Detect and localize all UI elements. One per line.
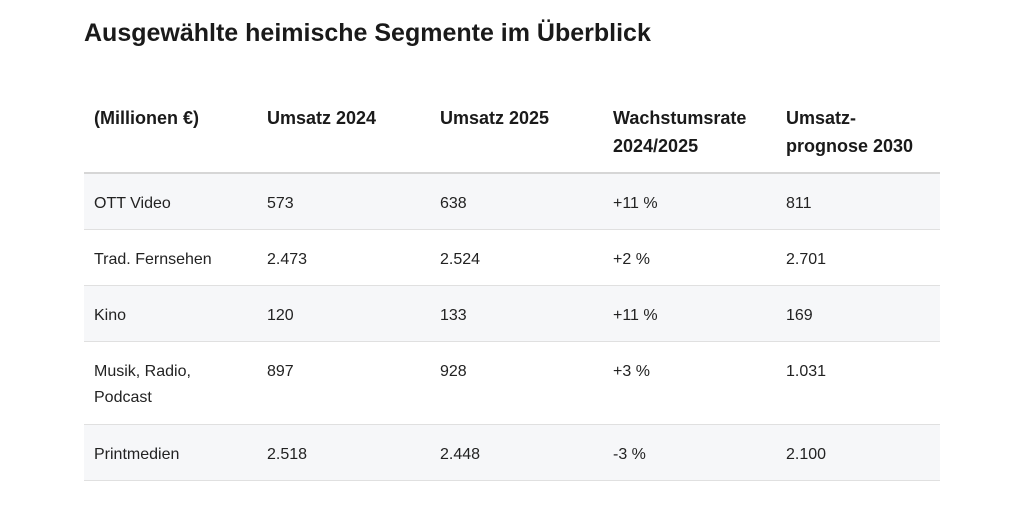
table-cell-segment: Kino xyxy=(84,285,257,342)
table-cell-revenue-2024: 573 xyxy=(257,173,430,230)
table-cell-forecast-2030: 2.701 xyxy=(776,229,940,286)
table-cell-growth-rate: -3 % xyxy=(603,424,776,481)
table-cell-segment: Musik, Radio, Podcast xyxy=(84,341,257,425)
column-header-unit: (Millionen €) xyxy=(84,95,257,174)
table-cell-revenue-2025: 638 xyxy=(430,173,603,230)
table-cell-revenue-2024: 2.518 xyxy=(257,424,430,481)
column-header-revenue-2025: Umsatz 2025 xyxy=(430,95,603,174)
page-title: Ausgewählte heimische Segmente im Überbl… xyxy=(84,19,651,47)
table-cell-segment: Trad. Fernsehen xyxy=(84,229,257,286)
table-cell-revenue-2024: 2.473 xyxy=(257,229,430,286)
table-cell-revenue-2025: 2.448 xyxy=(430,424,603,481)
table-row: Trad. Fernsehen 2.473 2.524 +2 % 2.701 xyxy=(84,229,940,286)
table-cell-forecast-2030: 169 xyxy=(776,285,940,342)
table-cell-growth-rate: +11 % xyxy=(603,173,776,230)
table-row: Kino 120 133 +11 % 169 xyxy=(84,285,940,342)
table-cell-growth-rate: +11 % xyxy=(603,285,776,342)
table-row: OTT Video 573 638 +11 % 811 xyxy=(84,173,940,230)
column-header-growth-rate: Wachstumsrate 2024/2025 xyxy=(603,95,776,174)
table-cell-revenue-2025: 2.524 xyxy=(430,229,603,286)
table-cell-forecast-2030: 1.031 xyxy=(776,341,940,425)
table-header-row: (Millionen €) Umsatz 2024 Umsatz 2025 Wa… xyxy=(84,95,940,174)
table-cell-revenue-2024: 897 xyxy=(257,341,430,425)
table-row: Printmedien 2.518 2.448 -3 % 2.100 xyxy=(84,424,940,481)
table-cell-revenue-2024: 120 xyxy=(257,285,430,342)
table-cell-segment: OTT Video xyxy=(84,173,257,230)
table-cell-revenue-2025: 133 xyxy=(430,285,603,342)
table-cell-revenue-2025: 928 xyxy=(430,341,603,425)
table-cell-forecast-2030: 811 xyxy=(776,173,940,230)
column-header-revenue-2024: Umsatz 2024 xyxy=(257,95,430,174)
table-cell-forecast-2030: 2.100 xyxy=(776,424,940,481)
segments-table: (Millionen €) Umsatz 2024 Umsatz 2025 Wa… xyxy=(84,95,940,481)
table-row: Musik, Radio, Podcast 897 928 +3 % 1.031 xyxy=(84,341,940,425)
table-cell-growth-rate: +2 % xyxy=(603,229,776,286)
table-cell-segment: Printmedien xyxy=(84,424,257,481)
column-header-forecast-2030: Umsatz-prognose 2030 xyxy=(776,95,940,174)
table-cell-growth-rate: +3 % xyxy=(603,341,776,425)
